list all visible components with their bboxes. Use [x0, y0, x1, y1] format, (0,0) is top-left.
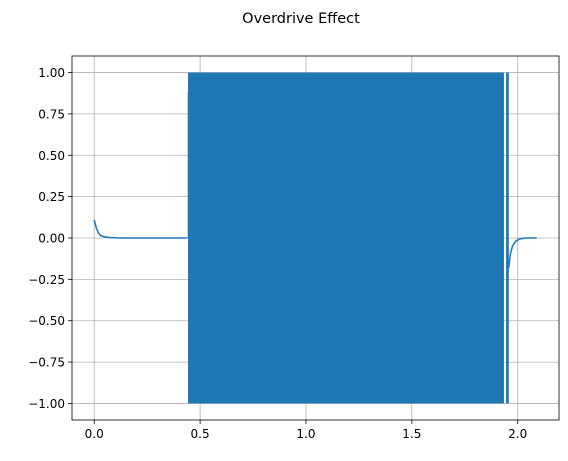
- y-tick-label-2: 0.50: [38, 149, 65, 163]
- x-axis-ticks: 0.0 0.5 1.0 1.5 2.0: [85, 420, 527, 441]
- x-tick-label-4: 2.0: [508, 427, 527, 441]
- series-0-segment-1: [188, 72, 504, 404]
- y-tick-label-4: 0.00: [38, 232, 65, 246]
- series-0-segment-0: [93, 219, 188, 239]
- y-tick-label-5: −0.25: [28, 273, 65, 287]
- series-0-segment-3: [506, 72, 509, 404]
- x-tick-label-1: 0.5: [191, 427, 210, 441]
- series-0-segment-4: [508, 237, 537, 268]
- x-tick-label-0: 0.0: [85, 427, 104, 441]
- chart-title: Overdrive Effect: [242, 11, 360, 27]
- y-tick-label-3: 0.25: [38, 190, 65, 204]
- x-tick-label-3: 1.5: [402, 427, 421, 441]
- y-tick-label-1: 0.75: [38, 107, 65, 121]
- y-tick-label-6: −0.50: [28, 314, 65, 328]
- x-tick-label-2: 1.0: [296, 427, 315, 441]
- y-tick-label-7: −0.75: [28, 356, 65, 370]
- series-layer: [93, 72, 537, 404]
- y-axis-ticks: 1.00 0.75 0.50 0.25 0.00 −0.25 −0.50 −0.75 −1.00: [28, 66, 72, 411]
- y-tick-label-8: −1.00: [28, 397, 65, 411]
- y-tick-label-0: 1.00: [38, 66, 65, 80]
